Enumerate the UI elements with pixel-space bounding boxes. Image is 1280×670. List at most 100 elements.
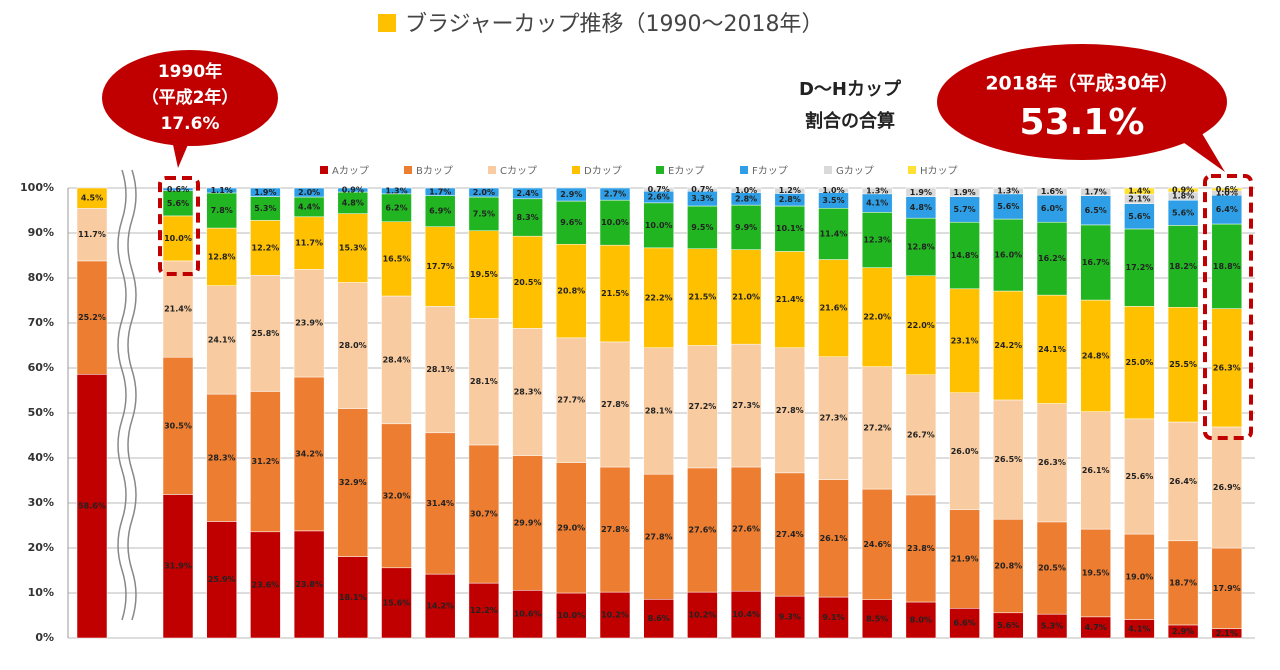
value-label: 11.7% (78, 230, 106, 239)
bar-segment (818, 187, 849, 193)
value-label: 31.4% (426, 499, 454, 508)
bar-segment (730, 204, 762, 250)
callout-bubble (102, 50, 278, 146)
value-label: 20.5% (1038, 564, 1066, 573)
bar-segment (512, 590, 543, 639)
bar-segment (76, 374, 108, 639)
bar-segment (293, 269, 325, 378)
bar-segment (599, 187, 631, 201)
bar-segment (861, 599, 893, 639)
bar-segment (1036, 294, 1068, 404)
bar-segment (293, 376, 325, 532)
callout-text: 53.1% (1020, 102, 1145, 143)
bar-segment (861, 267, 893, 367)
bar-segment (381, 221, 412, 297)
value-label: 8.5% (866, 614, 888, 623)
value-label: 21.5% (689, 293, 717, 302)
bar-segment (949, 392, 980, 510)
bar-segment (774, 472, 806, 597)
value-label: 4.1% (1128, 624, 1150, 633)
bar-segment (162, 494, 194, 639)
callout-text: （平成2年） (142, 87, 239, 108)
bar-segment (556, 187, 587, 202)
legend-label: Aカップ (332, 165, 369, 177)
value-label: 1.8% (1172, 192, 1194, 201)
value-label: 0.6% (1216, 185, 1238, 194)
value-label: 20.5% (514, 278, 542, 287)
bar-segment (687, 591, 718, 639)
bar-segment (424, 187, 456, 196)
value-label: 26.9% (1213, 483, 1241, 492)
bar-segment (730, 343, 762, 468)
bar-segment (905, 217, 937, 276)
value-label: 28.4% (383, 355, 411, 364)
value-label: 6.4% (1216, 205, 1238, 214)
bar-segment (861, 212, 893, 268)
y-tick-label: 90% (28, 226, 54, 239)
value-label: 28.1% (645, 406, 673, 415)
bar-segment (1124, 418, 1155, 535)
value-label: 22.2% (645, 293, 673, 302)
callout-text: 2018年（平成30年） (985, 72, 1178, 95)
chart-title: ブラジャーカップ推移（1990〜2018年） (405, 12, 823, 37)
value-label: 2.4% (517, 189, 539, 198)
legend-label: Bカップ (416, 165, 453, 177)
value-label: 18.8% (1213, 262, 1241, 271)
bar-segment (599, 591, 631, 639)
bar-segment (337, 408, 369, 557)
bar-segment (556, 200, 587, 245)
bar-segment (774, 187, 806, 194)
value-label: 8.3% (517, 213, 539, 222)
value-label: 1.9% (254, 188, 276, 197)
bar-segment (512, 198, 543, 237)
bar-segment (424, 195, 456, 227)
bar-segment (643, 473, 674, 600)
value-label: 0.7% (691, 185, 713, 194)
bar-segment (1211, 223, 1243, 309)
value-label: 10.2% (689, 611, 717, 620)
bar-segment (381, 567, 412, 639)
value-label: 25.9% (208, 575, 236, 584)
value-label: 2.9% (560, 190, 582, 199)
bar-segment (818, 208, 849, 260)
value-label: 5.6% (167, 199, 189, 208)
value-label: 10.0% (645, 221, 673, 230)
value-label: 32.0% (383, 491, 411, 500)
bar-segment (337, 282, 369, 409)
value-label: 23.6% (252, 580, 280, 589)
bar-segment (468, 444, 500, 584)
value-label: 21.4% (164, 305, 192, 314)
value-label: 4.8% (342, 198, 364, 207)
value-label: 20.8% (557, 287, 585, 296)
value-label: 20.8% (994, 562, 1022, 571)
value-label: 6.9% (429, 207, 451, 216)
value-label: 27.6% (689, 526, 717, 535)
callout-pointer (1180, 130, 1225, 172)
value-label: 28.1% (470, 377, 498, 386)
bar-segment (512, 235, 543, 329)
bar-segment (905, 275, 937, 375)
bar-segment (1211, 187, 1243, 191)
bar-segment (949, 221, 980, 290)
bar-segment (818, 356, 849, 480)
value-label: 9.9% (735, 223, 757, 232)
bar-segment (206, 187, 237, 194)
bar-segment (512, 187, 543, 200)
value-label: 27.8% (776, 406, 804, 415)
value-label: 5.6% (1172, 208, 1194, 217)
value-label: 6.5% (1085, 206, 1107, 215)
bar-segment (993, 187, 1024, 195)
bar-segment (250, 531, 281, 639)
bar-segment (337, 213, 369, 283)
value-label: 12.8% (907, 242, 935, 251)
value-label: 17.9% (1213, 584, 1241, 593)
bar-segment (993, 612, 1024, 639)
bar-segment (1036, 403, 1068, 523)
value-label: 25.5% (1169, 360, 1197, 369)
bar-segment (1167, 307, 1199, 423)
bar-segment (1080, 187, 1111, 196)
callout-bubble (937, 44, 1227, 160)
value-label: 0.7% (648, 185, 670, 194)
value-label: 27.2% (863, 423, 891, 432)
